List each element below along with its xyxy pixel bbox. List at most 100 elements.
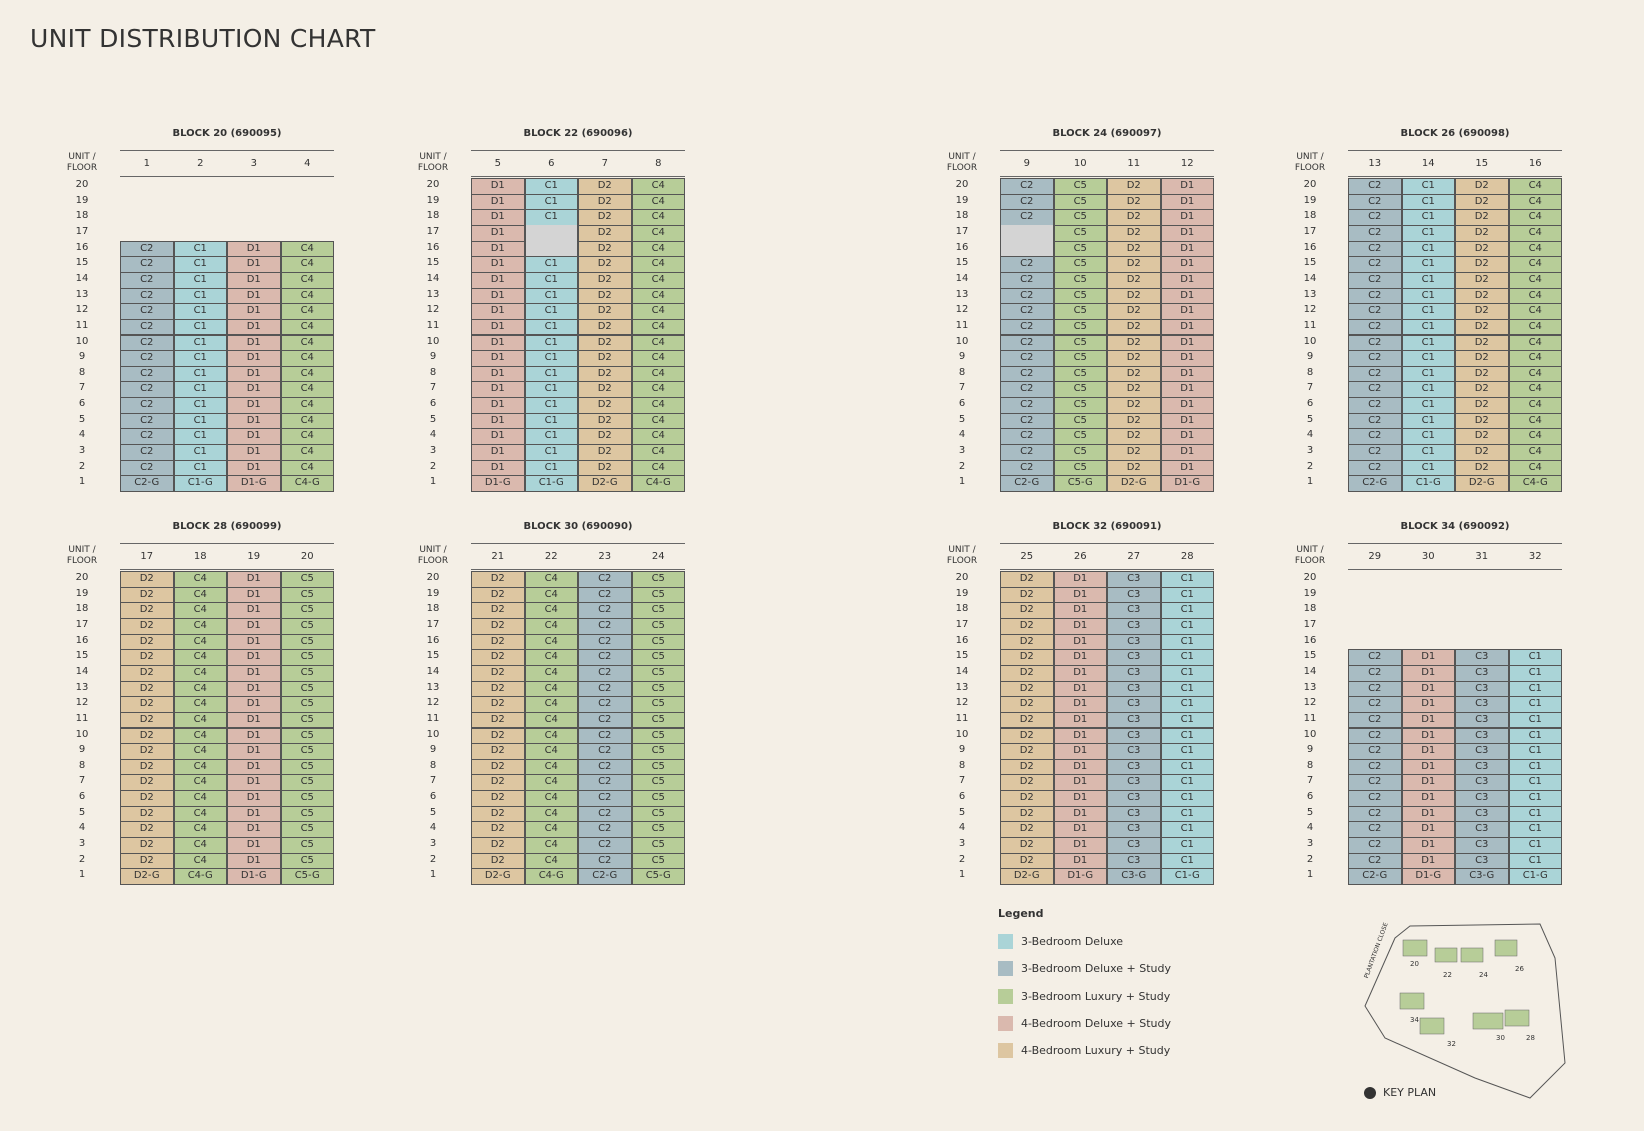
unit-cell: C1	[1401, 287, 1455, 305]
floor-number: 13	[426, 681, 440, 693]
unit-cell: C1	[173, 303, 227, 320]
unit-cell: C2-G	[1348, 868, 1402, 885]
key-plan-block: 28	[1526, 1034, 1535, 1042]
floor-number: 15	[1303, 257, 1317, 269]
unit-cell: C2	[1348, 287, 1402, 305]
floor-number: 14	[955, 272, 969, 284]
unit-cell: D2	[1107, 350, 1161, 367]
floor-number: 14	[426, 272, 440, 284]
unit-cell: C4	[631, 271, 685, 289]
unit-cell: D1	[1401, 696, 1455, 713]
floor-number: 12	[1303, 697, 1317, 709]
floor-number: 1	[1306, 869, 1314, 881]
floor-number: 8	[78, 759, 86, 771]
unit-cell: C4	[631, 444, 685, 461]
header-rule	[1000, 543, 1214, 544]
unit-cell: D1	[227, 350, 281, 367]
floor-number: 19	[426, 587, 440, 599]
unit-cell: C5	[1053, 178, 1107, 195]
unit-cell: C5	[631, 805, 685, 823]
unit-cell: C5	[1053, 350, 1107, 367]
unit-cell: C1	[1160, 743, 1214, 760]
unit-cell: D1	[1053, 711, 1107, 729]
unit-cell: D2	[1107, 303, 1161, 320]
unit-cell: C5	[1053, 428, 1107, 446]
floor-number: 3	[78, 445, 86, 457]
unit-cell: D1	[1053, 743, 1107, 760]
floor-number: 5	[958, 806, 966, 818]
floor-number: 9	[429, 744, 437, 756]
unit-cell: C1	[173, 256, 227, 273]
unit-cell: D1	[471, 397, 525, 414]
floor-number: 18	[426, 210, 440, 222]
block-title: BLOCK 28 (690099)	[172, 521, 282, 532]
floor-number: 12	[426, 697, 440, 709]
unit-cell: C5	[1053, 412, 1107, 430]
floor-number: 9	[958, 744, 966, 756]
unit-cell: C2	[578, 696, 632, 713]
unit-cell: D1	[227, 727, 281, 745]
unit-cell: D2	[578, 350, 632, 367]
unit-cell: C4	[280, 459, 334, 477]
unit-cell: D2	[471, 696, 525, 713]
floor-number: 2	[958, 460, 966, 472]
unit-cell: D2	[1107, 412, 1161, 430]
unit-cell: C1	[1508, 758, 1562, 776]
floor-number: 11	[75, 319, 89, 331]
unit-cell: C4	[1508, 256, 1562, 273]
floor-number: 1	[958, 476, 966, 488]
key-plan-block: 26	[1515, 965, 1524, 973]
unit-cell: C4	[1508, 209, 1562, 226]
floor-number: 18	[955, 603, 969, 615]
unit-cell: D1	[1401, 649, 1455, 666]
unit-cell: C5	[280, 633, 334, 651]
legend-swatch	[998, 988, 1013, 1004]
unit-cell: C1-G	[1508, 868, 1562, 885]
unit-cell: C4	[1508, 178, 1562, 195]
key-plan	[1364, 923, 1566, 1099]
unit-cell: C2	[1000, 381, 1054, 399]
unit-cell: C4	[524, 727, 578, 745]
unit-cell: D2	[1455, 459, 1509, 477]
unit-floor-header: UNIT / FLOOR	[1294, 152, 1326, 173]
unit-number: 13	[1368, 158, 1382, 169]
unit-number: 23	[598, 551, 612, 562]
unit-cell: D2	[120, 805, 174, 823]
unit-cell: D1	[227, 821, 281, 839]
unit-cell: C4	[280, 303, 334, 320]
unit-number: 11	[1127, 158, 1141, 169]
key-plan-block: 30	[1496, 1034, 1505, 1042]
unit-cell: C3	[1107, 758, 1161, 776]
floor-number: 17	[426, 618, 440, 630]
unit-cell: D1	[1160, 381, 1214, 399]
unit-cell: C5	[631, 680, 685, 698]
floor-number: 17	[75, 225, 89, 237]
floor-number: 16	[75, 634, 89, 646]
unit-cell: C4	[524, 664, 578, 682]
floor-number: 18	[75, 210, 89, 222]
unit-cell: C2	[120, 412, 174, 430]
unit-cell: C1	[173, 334, 227, 352]
unit-cell: C4	[524, 743, 578, 760]
unit-cell: C4	[1508, 318, 1562, 336]
unit-cell: C2	[1000, 193, 1054, 211]
unit-cell: C1	[173, 428, 227, 446]
unit-cell: D1	[1160, 334, 1214, 352]
unit-cell: C3	[1107, 696, 1161, 713]
unit-cell: C1	[1401, 303, 1455, 320]
floor-number: 7	[78, 382, 86, 394]
unit-cell: D1	[471, 428, 525, 446]
unit-cell: C3	[1107, 711, 1161, 729]
unit-cell: C2	[1348, 444, 1402, 461]
unit-cell: D1	[227, 837, 281, 854]
unit-cell: D2	[1455, 412, 1509, 430]
unit-cell: C2	[120, 397, 174, 414]
floor-number: 3	[958, 445, 966, 457]
unit-cell: C2	[120, 428, 174, 446]
unit-cell: C5	[631, 664, 685, 682]
unit-cell: C4	[173, 805, 227, 823]
unit-cell: D2	[578, 240, 632, 258]
unit-cell: D1	[227, 633, 281, 651]
unit-cell: C2	[578, 743, 632, 760]
floor-number: 1	[429, 476, 437, 488]
